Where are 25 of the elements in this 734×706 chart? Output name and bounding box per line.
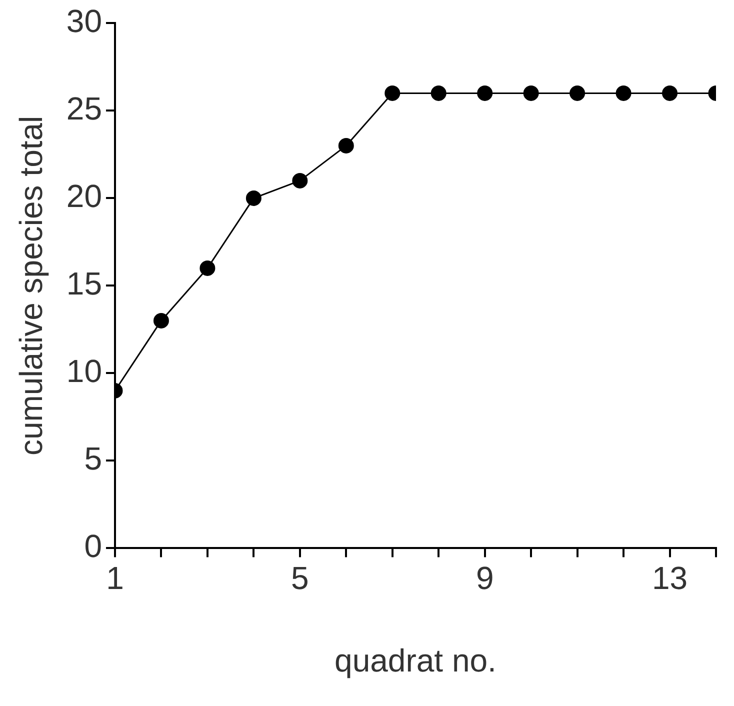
y-tick-label: 30: [66, 3, 102, 40]
point: [662, 85, 678, 101]
point: [523, 85, 539, 101]
y-tick-label: 15: [66, 266, 102, 302]
y-tick-label: 5: [84, 440, 102, 477]
point: [430, 85, 446, 101]
point: [570, 85, 586, 101]
y-tick-label: 20: [66, 178, 102, 214]
point: [384, 85, 400, 101]
y-axis-title: cumulative species total: [13, 116, 50, 456]
y-tick-label: 0: [84, 528, 102, 564]
x-tick-label: 9: [476, 560, 494, 596]
point: [616, 85, 632, 101]
y-tick-label: 25: [66, 90, 102, 127]
point: [246, 190, 262, 206]
point: [153, 312, 169, 328]
x-tick-label: 1: [106, 560, 124, 596]
point: [338, 138, 354, 154]
point: [292, 172, 308, 188]
point: [477, 85, 493, 101]
y-tick-label: 10: [66, 353, 102, 390]
x-tick-label: 13: [652, 560, 688, 596]
point: [200, 260, 216, 276]
x-axis-title: quadrat no.: [334, 642, 496, 679]
x-tick-label: 5: [291, 560, 309, 596]
